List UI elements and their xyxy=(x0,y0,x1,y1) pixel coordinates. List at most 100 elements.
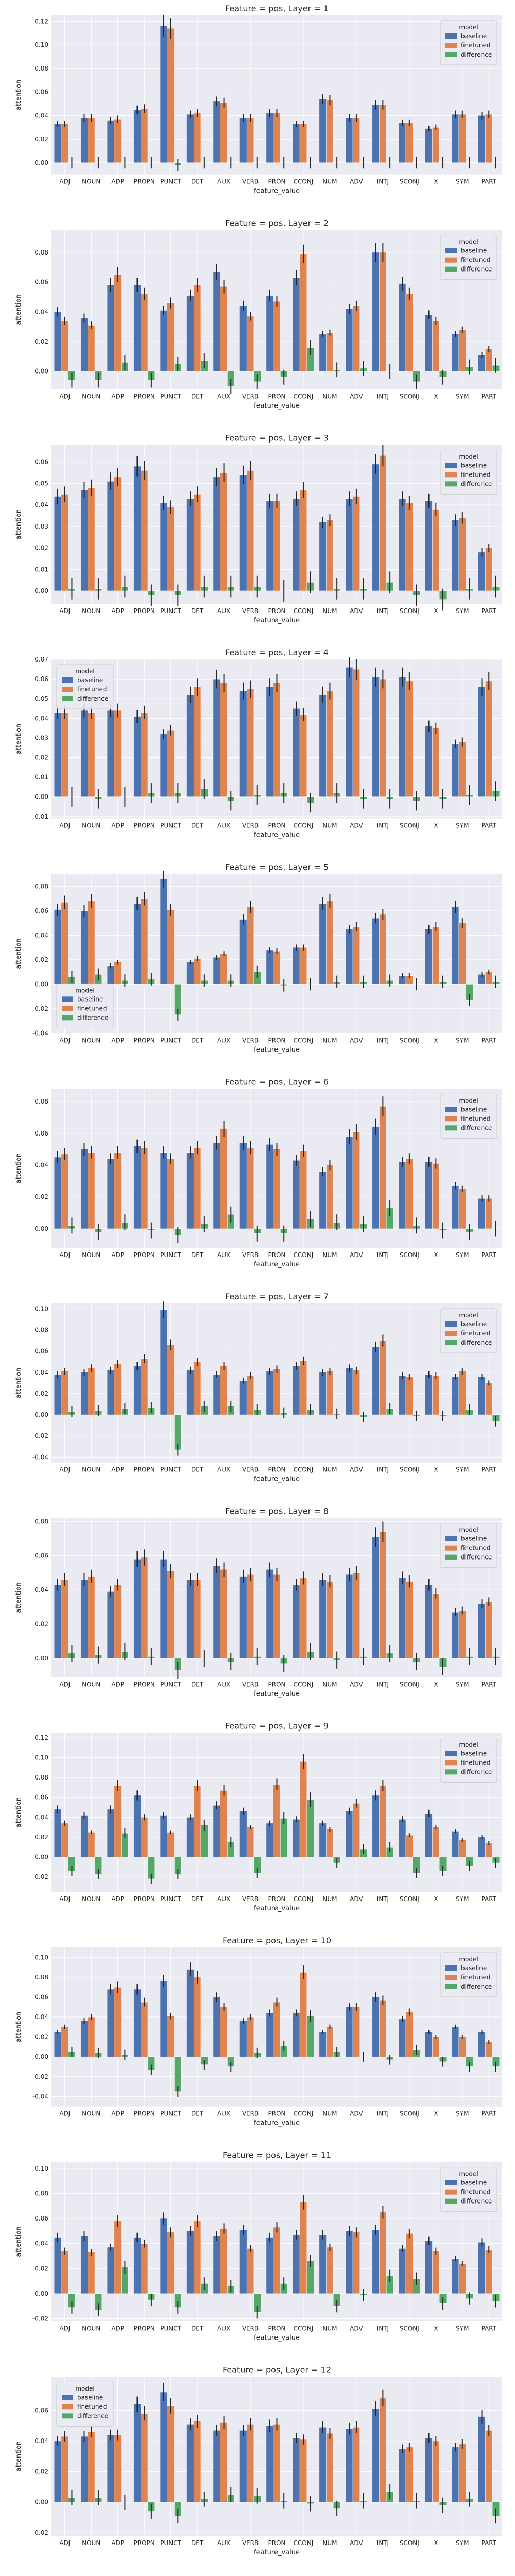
x-tick-label: ADV xyxy=(350,1251,363,1259)
x-tick-label: X xyxy=(434,2539,438,2547)
bar-finetuned-intj xyxy=(379,1785,387,1857)
bar-baseline-cconj xyxy=(293,2437,300,2502)
x-tick-label: PROPN xyxy=(134,2110,155,2117)
x-tick-label: NOUN xyxy=(82,393,100,400)
y-tick-label: 0.02 xyxy=(35,1620,48,1628)
bar-finetuned-sym xyxy=(458,1610,466,1659)
x-tick-label: PART xyxy=(482,2110,497,2117)
x-tick-label: SYM xyxy=(456,2110,469,2117)
x-tick-label: CCONJ xyxy=(294,178,314,185)
bar-baseline-punct xyxy=(160,2218,168,2294)
legend-swatch-finetuned xyxy=(445,1331,457,1336)
x-tick-label: DET xyxy=(191,1895,204,1903)
bar-baseline-punct xyxy=(160,2392,168,2502)
bar-baseline-num xyxy=(319,2427,327,2502)
bar-finetuned-verb xyxy=(246,907,254,985)
bar-finetuned-verb xyxy=(246,1827,254,1857)
bar-baseline-det xyxy=(186,962,194,985)
legend-label-difference: difference xyxy=(461,51,492,58)
bar-finetuned-adj xyxy=(61,1579,68,1659)
y-tick-label: 0.00 xyxy=(35,793,48,801)
bar-baseline-pron xyxy=(266,1823,273,1857)
bar-finetuned-adv xyxy=(352,2007,360,2057)
x-tick-label: ADV xyxy=(350,2110,363,2117)
bar-baseline-num xyxy=(319,1823,327,1857)
legend-swatch-finetuned xyxy=(62,687,73,692)
x-tick-label: PRON xyxy=(268,2539,286,2547)
bar-baseline-x xyxy=(425,314,433,371)
y-tick-label: 0.01 xyxy=(35,566,48,573)
bar-baseline-verb xyxy=(239,2430,247,2502)
x-tick-label: SCONJ xyxy=(400,2110,419,2117)
bar-baseline-cconj xyxy=(293,947,300,985)
bar-baseline-sym xyxy=(451,1185,459,1229)
bar-baseline-punct xyxy=(160,1981,168,2057)
bar-baseline-cconj xyxy=(293,124,300,163)
x-tick-label: NUM xyxy=(322,2325,337,2332)
legend-label-finetuned: finetuned xyxy=(461,1759,490,1766)
bar-finetuned-propn xyxy=(141,1557,148,1659)
x-tick-label: DET xyxy=(191,1466,204,1473)
bar-baseline-propn xyxy=(133,716,141,797)
bar-baseline-adp xyxy=(107,285,115,371)
bar-finetuned-adj xyxy=(61,712,68,797)
legend-label-baseline: baseline xyxy=(461,462,487,469)
y-tick-label: 0.04 xyxy=(35,2240,48,2247)
y-tick-label: 0.06 xyxy=(35,1348,48,1355)
bar-baseline-sconj xyxy=(399,498,406,591)
x-tick-label: AUX xyxy=(217,607,230,615)
bar-baseline-punct xyxy=(160,1310,168,1415)
x-tick-label: NUM xyxy=(322,2110,337,2117)
legend-swatch-baseline xyxy=(445,1107,457,1112)
x-tick-label: NUM xyxy=(322,393,337,400)
bar-baseline-part xyxy=(478,2416,486,2502)
x-tick-label: VERB xyxy=(242,1681,259,1688)
x-tick-label: PUNCT xyxy=(160,1681,181,1688)
bar-finetuned-part xyxy=(485,1383,493,1415)
bar-finetuned-verb xyxy=(246,2248,254,2294)
chart-title: Feature = pos, Layer = 7 xyxy=(225,1292,329,1301)
bar-baseline-noun xyxy=(80,489,88,591)
x-tick-label: SCONJ xyxy=(400,1681,419,1688)
bar-baseline-adp xyxy=(107,2434,115,2502)
legend-swatch-difference xyxy=(445,1769,457,1775)
bar-baseline-sym xyxy=(451,1612,459,1659)
bar-finetuned-pron xyxy=(273,1369,281,1415)
x-tick-label: ADP xyxy=(111,1466,124,1473)
bar-baseline-punct xyxy=(160,1152,168,1229)
bar-finetuned-det xyxy=(193,2421,201,2502)
bar-finetuned-sconj xyxy=(405,502,413,591)
legend-swatch-finetuned xyxy=(62,2404,73,2410)
x-tick-label: ADJ xyxy=(59,607,70,615)
y-tick-label: 0.00 xyxy=(35,1655,48,1662)
x-tick-label: NOUN xyxy=(82,178,100,185)
bar-baseline-pron xyxy=(266,2237,273,2294)
legend-swatch-finetuned xyxy=(62,1006,73,1011)
bar-baseline-det xyxy=(186,1817,194,1857)
x-tick-label: CCONJ xyxy=(294,2325,314,2332)
bar-finetuned-verb xyxy=(246,688,254,797)
bar-baseline-verb xyxy=(239,690,247,797)
bar-finetuned-num xyxy=(326,901,334,985)
chart-title: Feature = pos, Layer = 9 xyxy=(225,1721,329,1731)
x-axis-label: feature_value xyxy=(254,2334,300,2342)
y-axis-label: attention xyxy=(15,1582,23,1613)
bar-baseline-adj xyxy=(54,909,62,985)
bar-finetuned-sym xyxy=(458,1371,466,1415)
bar-finetuned-adp xyxy=(114,1987,122,2057)
bar-baseline-noun xyxy=(80,2235,88,2294)
y-tick-label: -0.02 xyxy=(32,1873,48,1880)
x-tick-label: NUM xyxy=(322,1466,337,1473)
legend-title: model xyxy=(459,1956,478,1963)
x-tick-label: NOUN xyxy=(82,1681,100,1688)
y-tick-label: 0.02 xyxy=(35,2033,48,2041)
bar-finetuned-det xyxy=(193,1361,201,1415)
bar-finetuned-part xyxy=(485,114,493,163)
bar-finetuned-punct xyxy=(167,2405,175,2502)
bar-baseline-det xyxy=(186,498,194,591)
bar-baseline-aux xyxy=(213,2430,220,2502)
y-tick-label: 0.00 xyxy=(35,2499,48,2506)
bar-baseline-adv xyxy=(346,117,353,163)
bar-finetuned-adp xyxy=(114,1785,122,1857)
bar-finetuned-sym xyxy=(458,1840,466,1857)
